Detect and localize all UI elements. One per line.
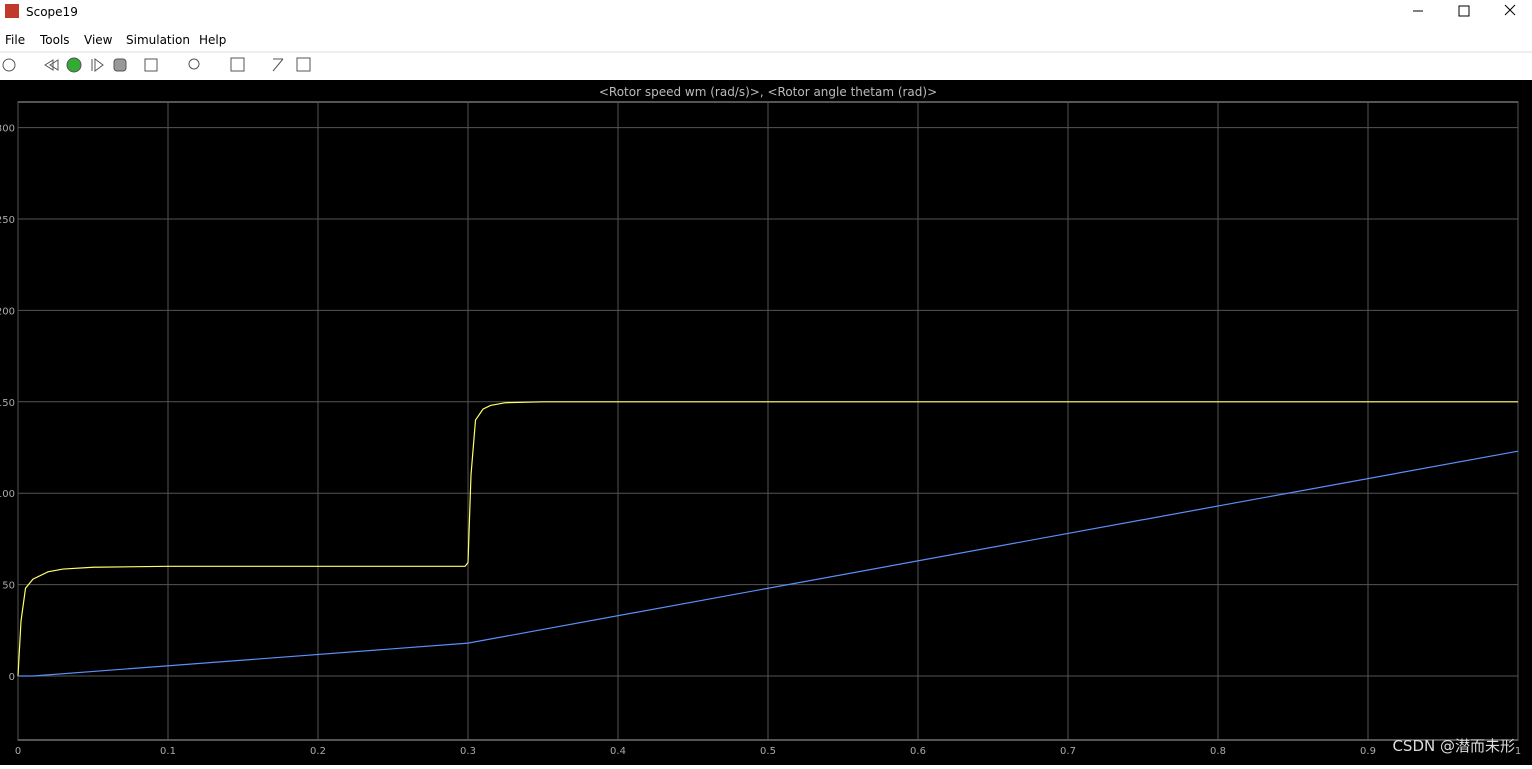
y-tick-label: 0 (9, 672, 15, 683)
plot: 0 50 100 150 200 250 300 0 0.1 0.2 0.3 0.4 0.5 0.6 0.7… (0, 102, 1521, 757)
menu-item[interactable]: Tools (39, 33, 70, 47)
y-tick-label: 200 (0, 306, 15, 317)
zoom-icon[interactable] (188, 58, 200, 70)
highlight-icon[interactable] (144, 58, 158, 72)
maximize[interactable] (1458, 5, 1470, 17)
series-line (17, 401, 1518, 677)
menu-item[interactable]: Simulation (126, 33, 190, 47)
y-tick-label: 150 (0, 398, 15, 409)
x-tick-label: 0.9 (1360, 746, 1376, 757)
x-tick-label: 0.7 (1060, 746, 1076, 757)
chrome (0, 0, 1532, 80)
menu-bar: File Tools View Simulation Help (5, 33, 226, 47)
menu-item[interactable]: File (5, 33, 25, 47)
close[interactable] (1504, 4, 1516, 16)
x-tick-label: 0.5 (760, 746, 776, 757)
y-tick-label: 300 (0, 124, 15, 135)
toolbar (2, 57, 311, 73)
cursor-icon[interactable] (272, 58, 284, 72)
y-tick-label: 50 (2, 581, 15, 592)
x-tick-label: 0.3 (460, 746, 476, 757)
stop-icon[interactable] (113, 58, 127, 72)
step-icon[interactable] (91, 58, 104, 72)
x-tick-label: 0.2 (310, 746, 326, 757)
series-line (18, 450, 1519, 677)
fit-icon[interactable] (230, 57, 245, 72)
x-tick-label: 0.6 (910, 746, 926, 757)
x-tick-label: 0.1 (160, 746, 176, 757)
settings-icon[interactable] (2, 58, 16, 72)
y-tick-label: 250 (0, 215, 15, 226)
x-tick-label: 1 (1515, 746, 1521, 757)
run-icon[interactable] (66, 57, 82, 73)
watermark: CSDN @潜而未形 (1392, 737, 1515, 755)
menu-item[interactable]: Help (199, 33, 226, 47)
x-tick-label: 0.4 (610, 746, 626, 757)
x-tick-label: 0.8 (1210, 746, 1226, 757)
edit-icon[interactable] (296, 57, 311, 72)
plot-title: <Rotor speed wm (rad/s)>, <Rotor angle t… (599, 85, 937, 99)
app-icon (5, 4, 19, 18)
window-title: Scope19 (26, 5, 78, 19)
y-tick-label: 100 (0, 489, 15, 500)
step-back-icon[interactable] (44, 59, 59, 71)
x-tick-label: 0 (15, 746, 21, 757)
menu-item[interactable]: View (84, 33, 113, 47)
